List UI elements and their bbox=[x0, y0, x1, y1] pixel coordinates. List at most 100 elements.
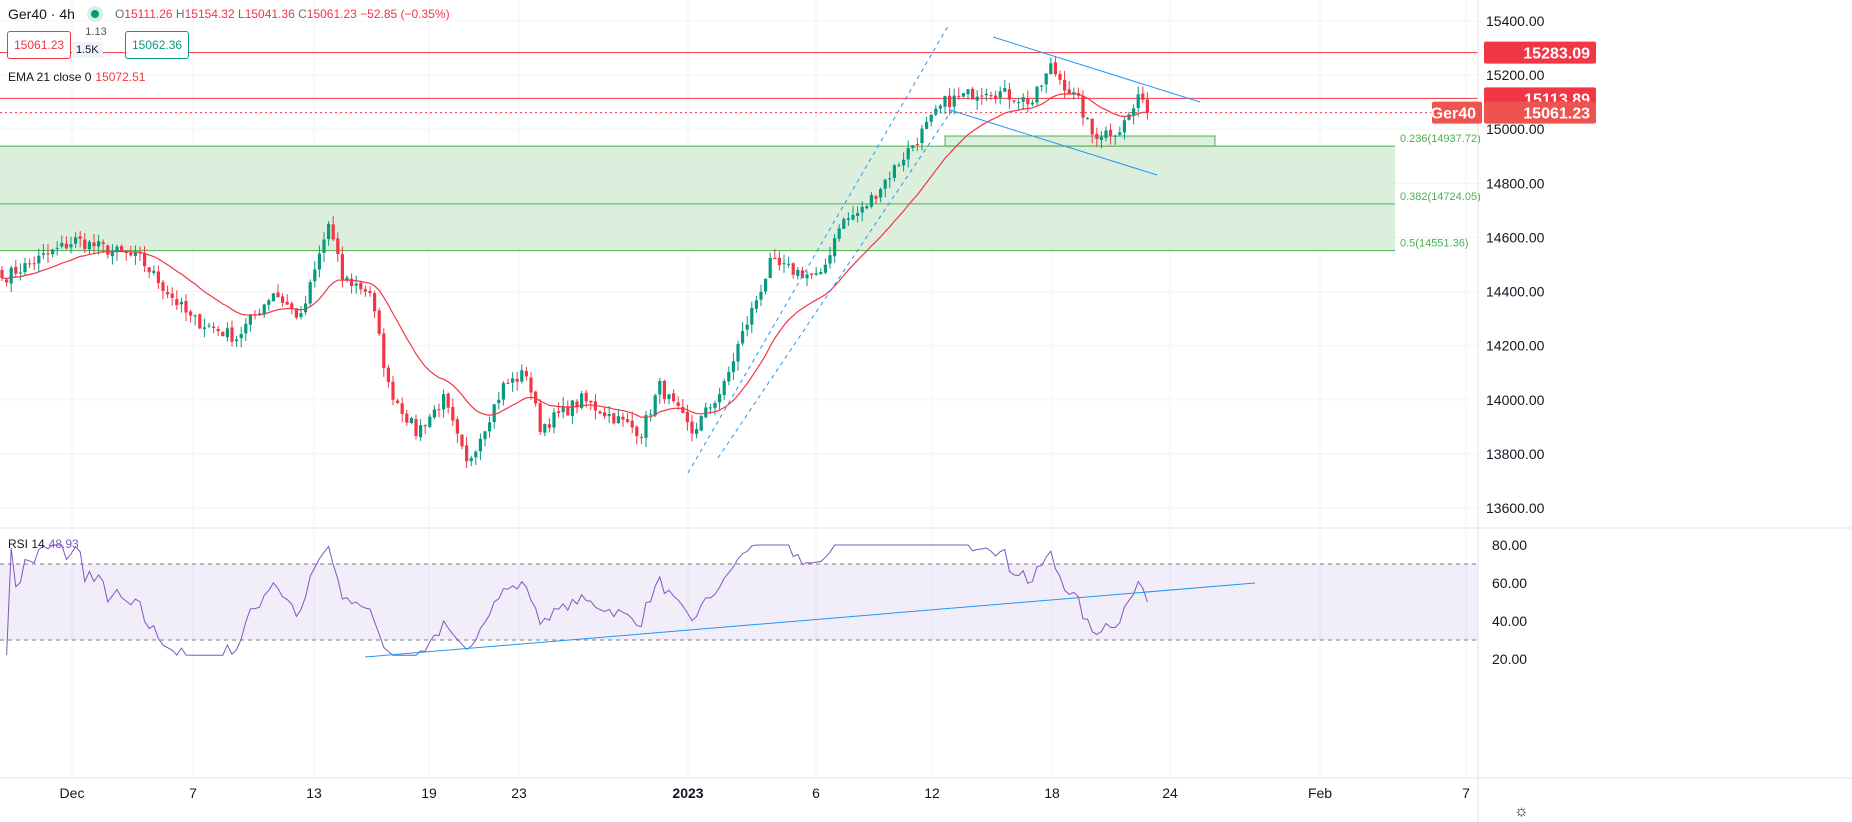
candle bbox=[952, 88, 956, 115]
candle-body bbox=[1044, 73, 1048, 85]
candle bbox=[745, 316, 749, 337]
candle bbox=[635, 425, 639, 445]
candle bbox=[184, 294, 188, 322]
price-tick-label: 14800.00 bbox=[1486, 175, 1545, 191]
candle-body bbox=[570, 400, 574, 416]
candle-body bbox=[566, 406, 570, 416]
candle-body bbox=[635, 426, 639, 437]
candle-body bbox=[1026, 98, 1030, 105]
candle bbox=[1049, 57, 1053, 75]
candle bbox=[129, 245, 133, 257]
candle bbox=[51, 248, 55, 258]
price-tick-label: 14600.00 bbox=[1486, 229, 1545, 245]
candle bbox=[308, 279, 312, 306]
candle bbox=[193, 314, 197, 326]
candle bbox=[262, 303, 266, 318]
candle-body bbox=[676, 402, 680, 406]
candle-body bbox=[120, 246, 124, 252]
candle-body bbox=[607, 413, 611, 417]
candle-body bbox=[1136, 94, 1140, 108]
candle bbox=[833, 234, 837, 263]
candle bbox=[14, 259, 18, 278]
candle bbox=[391, 375, 395, 406]
candle-body bbox=[603, 412, 607, 417]
settings-gear-icon[interactable]: ☼ bbox=[1514, 803, 1529, 820]
candle bbox=[488, 416, 492, 438]
candle-body bbox=[828, 255, 832, 264]
candle bbox=[138, 246, 142, 261]
ema-legend[interactable]: EMA 21 close 0 15072.51 bbox=[8, 70, 146, 84]
candle-body bbox=[902, 159, 906, 166]
candle bbox=[897, 162, 901, 167]
candle-body bbox=[51, 249, 55, 255]
candle bbox=[731, 352, 735, 380]
symbol-title[interactable]: Ger40 · 4h bbox=[8, 6, 75, 22]
fib-zone bbox=[0, 146, 1395, 251]
candle bbox=[106, 244, 110, 259]
candle-body bbox=[166, 292, 170, 295]
candle bbox=[616, 409, 620, 424]
candle-body bbox=[5, 279, 9, 283]
candle-body bbox=[97, 241, 101, 247]
candle bbox=[478, 433, 482, 461]
candle bbox=[276, 284, 280, 298]
candle bbox=[83, 232, 87, 254]
time-tick-label: 6 bbox=[812, 785, 820, 801]
rsi-legend[interactable]: RSI 14 48.93 bbox=[8, 537, 79, 551]
candle bbox=[23, 257, 27, 276]
candle bbox=[409, 416, 413, 425]
candle bbox=[377, 307, 381, 337]
candle bbox=[55, 241, 59, 256]
candle-body bbox=[396, 400, 400, 403]
candle bbox=[225, 322, 229, 342]
candle bbox=[552, 408, 556, 434]
candle bbox=[281, 293, 285, 307]
candle bbox=[699, 414, 703, 432]
candle-body bbox=[948, 95, 952, 108]
candle-body bbox=[538, 403, 542, 433]
candle-body bbox=[1030, 102, 1034, 105]
candle-body bbox=[198, 314, 202, 329]
candle-body bbox=[552, 412, 556, 428]
buy-button[interactable]: 15062.36 bbox=[125, 31, 190, 59]
candle-body bbox=[129, 252, 133, 256]
candle-body bbox=[929, 114, 933, 122]
candle-body bbox=[814, 273, 818, 275]
candle-body bbox=[446, 393, 450, 408]
candle-body bbox=[561, 406, 565, 413]
candle-body bbox=[110, 250, 114, 257]
sell-button[interactable]: 15061.23 bbox=[7, 31, 72, 59]
candle bbox=[101, 239, 105, 253]
candle-body bbox=[626, 419, 630, 422]
candle-body bbox=[474, 451, 478, 458]
candle bbox=[607, 406, 611, 423]
candles bbox=[0, 56, 1149, 469]
candle bbox=[248, 313, 252, 332]
candle-body bbox=[189, 311, 193, 316]
candle bbox=[313, 261, 317, 288]
candle-body bbox=[1095, 133, 1099, 139]
volume-value[interactable]: 1.5K bbox=[72, 42, 103, 58]
candle bbox=[888, 171, 892, 189]
candle-body bbox=[846, 218, 850, 220]
candle-body bbox=[865, 206, 869, 209]
candle bbox=[810, 273, 814, 280]
candle bbox=[524, 366, 528, 381]
candle-body bbox=[874, 196, 878, 199]
candle bbox=[414, 414, 418, 440]
candle bbox=[373, 290, 377, 318]
candle-body bbox=[432, 409, 436, 418]
candle-body bbox=[685, 411, 689, 423]
candle-body bbox=[547, 424, 551, 428]
candle bbox=[0, 266, 4, 282]
candle bbox=[865, 203, 869, 210]
candle bbox=[630, 411, 634, 434]
candle bbox=[74, 232, 78, 248]
candle bbox=[363, 285, 367, 297]
candle bbox=[538, 399, 542, 436]
candle bbox=[345, 275, 349, 283]
candle bbox=[961, 92, 965, 98]
candle-body bbox=[152, 270, 156, 273]
candle bbox=[851, 206, 855, 221]
